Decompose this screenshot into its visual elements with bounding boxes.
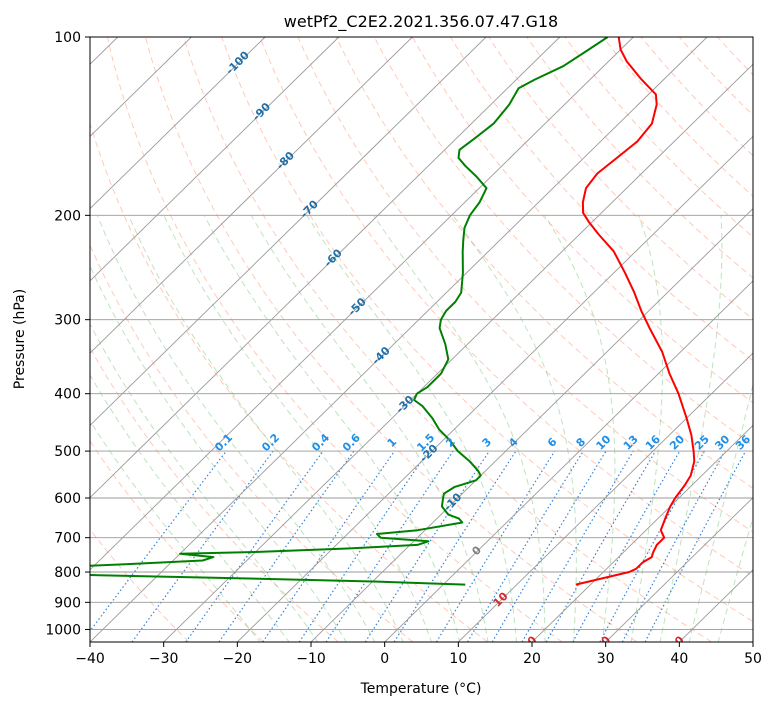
y-tick-label: 200 [54, 208, 81, 224]
moist-adiabat-line [659, 215, 723, 642]
mixing-ratio-line [466, 450, 584, 642]
dry-adiabat-line [90, 346, 339, 642]
x-tick-label: 30 [597, 651, 615, 667]
y-tick-label: 700 [54, 531, 81, 547]
moist-adiabat-line [128, 215, 404, 642]
moist-adiabat-line [90, 373, 290, 642]
moist-adiabat-line [250, 215, 489, 642]
y-tick-label: 400 [54, 387, 81, 403]
mixing-ratio-line [90, 450, 227, 633]
x-tick-label: 0 [380, 651, 389, 667]
moist-adiabat-line [306, 215, 518, 642]
y-axis-label: Pressure (hPa) [12, 289, 28, 389]
dry-adiabat-line [411, 37, 753, 404]
y-tick-label: 900 [54, 595, 81, 611]
isotherm-line [384, 280, 753, 642]
moist-adiabat-line [163, 215, 432, 642]
y-tick-label: 1000 [45, 622, 81, 638]
x-axis: −40 −30 −20 −10 0 10 20 30 40 50 [75, 642, 762, 667]
sounding-series [90, 37, 696, 586]
dry-adiabat-line [259, 37, 753, 577]
mixing-ratio-line [325, 450, 454, 642]
x-tick-label: −10 [296, 651, 326, 667]
mixing-ratio-line [131, 450, 274, 642]
chart-title: wetPf2_C2E2.2021.356.07.47.G18 [284, 12, 558, 32]
y-tick-label: 600 [54, 491, 81, 507]
mixing-ratio-line [218, 450, 355, 642]
isotherm-label: 40 [667, 633, 687, 653]
y-axis: 100 200 300 400 500 600 700 800 900 1000 [45, 30, 90, 638]
y-tick-label: 800 [54, 565, 81, 581]
isotherm-line [236, 135, 753, 642]
moist-adiabat-line [544, 215, 616, 642]
dry-adiabats [90, 37, 753, 642]
isotherm-line [90, 37, 634, 571]
isotherm-line [90, 37, 487, 426]
dry-adiabat-line [221, 37, 753, 623]
isotherm-label: 20 [520, 633, 540, 653]
isotherm-line [457, 352, 753, 642]
dry-adiabat-line [183, 37, 712, 642]
x-tick-label: −40 [75, 651, 105, 667]
y-tick-label: 500 [54, 444, 81, 460]
isotherm-line [531, 424, 753, 642]
x-tick-label: 10 [449, 651, 467, 667]
mixing-ratio-line [572, 450, 681, 642]
x-tick-label: 40 [670, 651, 688, 667]
plot-frame [89, 36, 754, 643]
dry-adiabat-line [373, 37, 753, 446]
pressure-grid [90, 37, 753, 630]
mixing-ratio-line [621, 450, 726, 642]
isotherm-line [163, 63, 753, 642]
y-tick-label: 100 [54, 30, 81, 46]
moist-adiabat-line [90, 419, 261, 642]
mixing-ratio-line [393, 450, 517, 642]
isotherm-grid [90, 37, 753, 642]
isotherm-line [90, 37, 266, 210]
dry-adiabat-line [145, 37, 638, 642]
moist-adiabat-line [373, 215, 546, 642]
dewpoint-profile-line [90, 37, 609, 586]
mixing-ratio-line [298, 450, 429, 642]
x-tick-label: 50 [744, 651, 762, 667]
mixing-ratio-line [435, 450, 556, 642]
moist-adiabat-line [90, 323, 319, 642]
dry-adiabat-line [106, 37, 563, 642]
dry-adiabat-line [488, 37, 753, 320]
moist-adiabat-line [90, 264, 347, 642]
x-tick-label: −20 [223, 651, 253, 667]
isotherm-line [90, 37, 340, 282]
x-tick-label: −30 [149, 651, 179, 667]
dry-adiabat-line [450, 37, 753, 362]
mixing-ratio-line [262, 450, 395, 642]
moist-adiabat-line [96, 215, 376, 642]
moist-adiabat-line [452, 215, 577, 642]
mixing-ratio-line [364, 450, 490, 642]
y-tick-label: 300 [54, 313, 81, 329]
isotherm-line [90, 37, 708, 642]
moist-adiabat-line [203, 215, 461, 642]
mixing-ratio-line [185, 450, 324, 642]
dry-adiabat-line [297, 37, 753, 533]
dry-adiabat-line [90, 440, 264, 642]
temperature-profile-line [575, 37, 696, 586]
x-tick-label: 20 [523, 651, 541, 667]
dry-adiabat-line [90, 121, 488, 642]
x-axis-label: Temperature (°C) [360, 681, 482, 697]
isotherm-label: 30 [593, 633, 613, 653]
dry-adiabat-line [90, 244, 414, 642]
isotherm-line [90, 37, 561, 499]
dry-adiabat-line [335, 37, 753, 489]
isotherm-line [605, 496, 753, 642]
isotherm-line [90, 37, 413, 354]
